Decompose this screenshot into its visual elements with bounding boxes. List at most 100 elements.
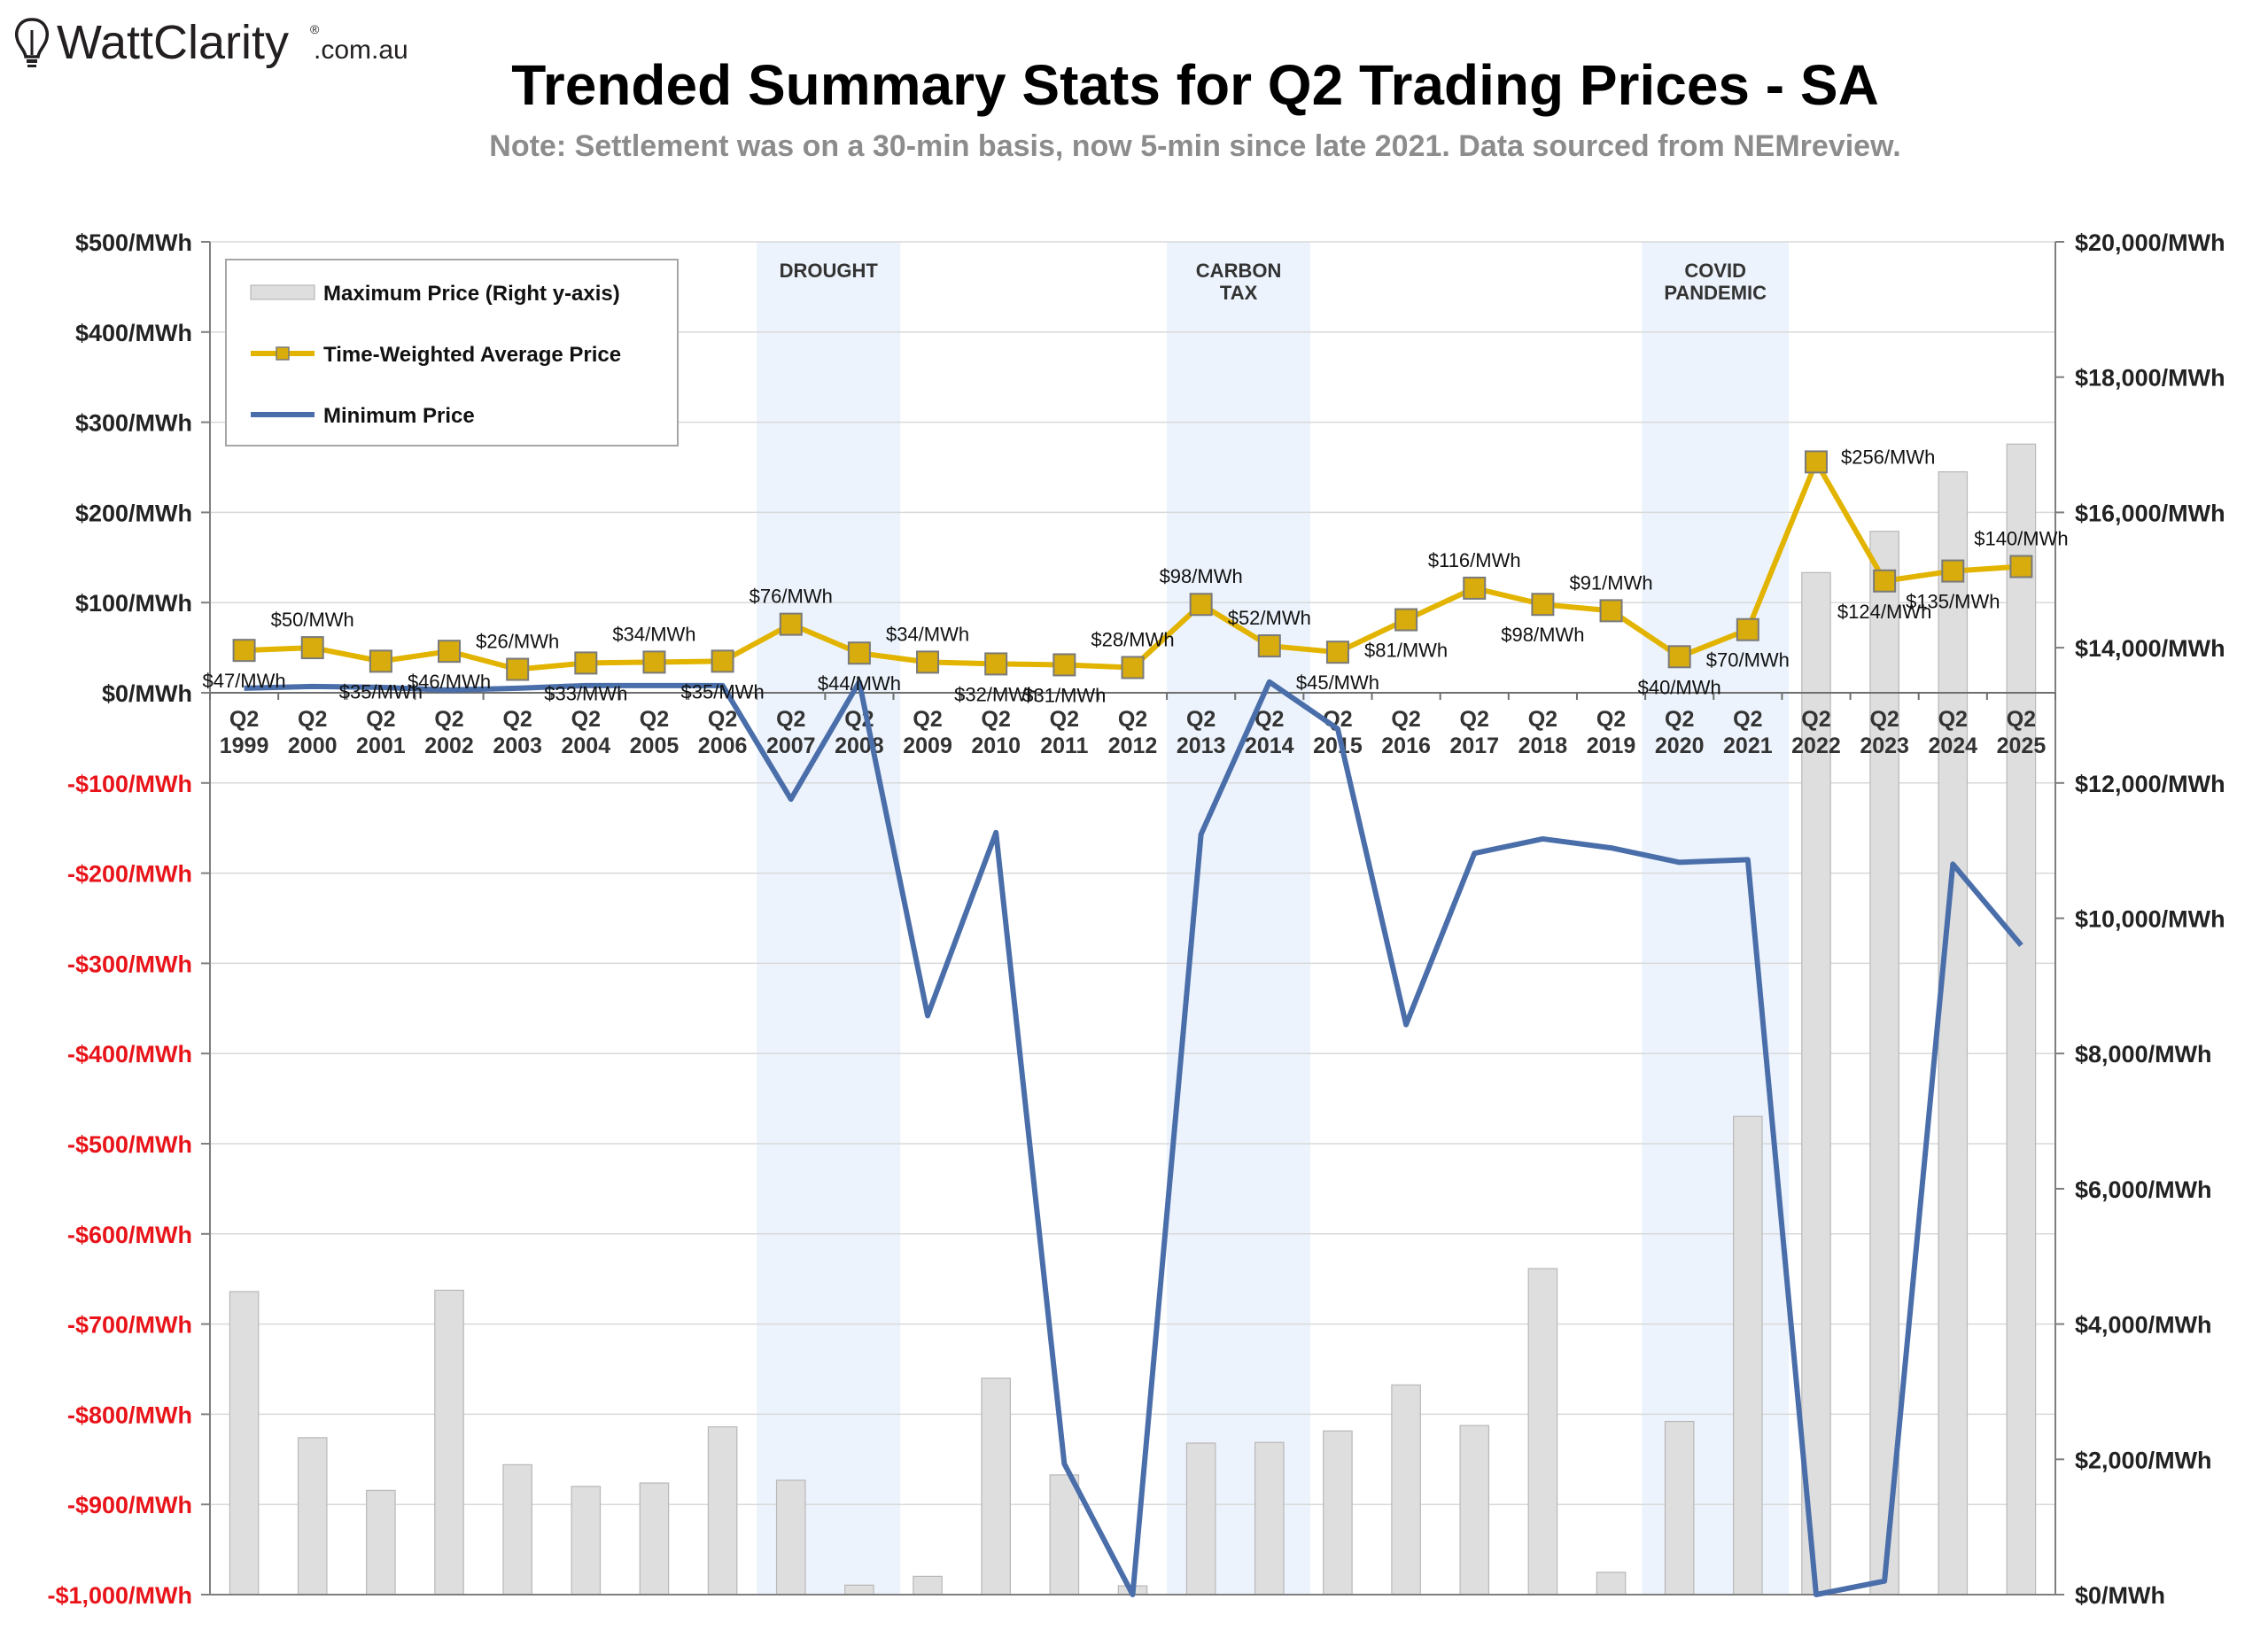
right-tick-label: $2,000/MWh xyxy=(2075,1447,2212,1473)
avg-price-marker xyxy=(1531,593,1555,617)
max-price-bar xyxy=(229,1291,260,1596)
avg-price-marker xyxy=(779,612,803,636)
category-label-line: 2010 xyxy=(971,734,1021,758)
avg-price-marker xyxy=(1189,593,1213,617)
category-label-line: Q2 xyxy=(434,707,463,732)
avg-price-data-label: $98/MWh xyxy=(1501,624,1584,646)
max-price-bar xyxy=(571,1486,602,1596)
right-tick-label: $16,000/MWh xyxy=(2075,500,2225,526)
avg-price-data-label: $34/MWh xyxy=(886,623,969,645)
avg-price-data-label: $46/MWh xyxy=(408,671,491,693)
right-tick-label: $10,000/MWh xyxy=(2075,906,2225,933)
category-label: Q2 2024 xyxy=(1928,707,1977,758)
shaded-period-label-line: COVID xyxy=(1684,260,1746,282)
avg-price-data-labels: $47/MWh$50/MWh$35/MWh$46/MWh$26/MWh$33/M… xyxy=(202,446,2068,706)
right-tick-label: $20,000/MWh xyxy=(2075,229,2225,256)
max-price-bar xyxy=(1733,1115,1763,1596)
category-label-line: Q2 xyxy=(913,707,942,732)
avg-price-marker xyxy=(642,650,666,674)
logo-registered-mark: ® xyxy=(310,22,320,36)
avg-price-marker xyxy=(916,650,940,674)
category-label-line: 2012 xyxy=(1108,734,1158,758)
category-label: Q2 2025 xyxy=(1997,707,2047,758)
left-tick-label: $200/MWh xyxy=(75,500,192,526)
avg-price-data-label: $32/MWh xyxy=(954,683,1037,705)
category-label: Q2 2002 xyxy=(424,707,474,758)
category-label-line: 2025 xyxy=(1997,734,2047,758)
category-label-line: 2007 xyxy=(766,734,816,758)
legend-label-max-price: Maximum Price (Right y-axis) xyxy=(323,282,620,306)
avg-price-marker xyxy=(2009,555,2033,578)
avg-price-marker xyxy=(438,640,462,664)
category-label-line: 2016 xyxy=(1381,734,1431,758)
max-price-bar xyxy=(1938,470,1969,1596)
category-label: Q2 2023 xyxy=(1860,707,1909,758)
max-price-bar xyxy=(1049,1474,1080,1596)
avg-price-marker xyxy=(506,657,530,681)
avg-price-marker xyxy=(847,641,871,665)
category-label-line: 2009 xyxy=(903,734,952,758)
min-price-polyline xyxy=(244,679,2023,1597)
category-label-line: Q2 xyxy=(1050,707,1079,732)
category-label-line: 2023 xyxy=(1860,734,1909,758)
category-label: Q2 2021 xyxy=(1723,707,1773,758)
left-tick-label: $300/MWh xyxy=(75,410,192,437)
category-label: Q2 2010 xyxy=(971,707,1021,758)
logo-name: WattClarity xyxy=(57,16,289,69)
category-label-line: Q2 xyxy=(1596,707,1626,732)
category-label-line: 2013 xyxy=(1177,734,1226,758)
max-price-bar xyxy=(1596,1572,1627,1596)
avg-price-data-label: $35/MWh xyxy=(681,680,765,703)
category-label: Q2 2008 xyxy=(835,707,884,758)
avg-price-marker xyxy=(984,652,1008,676)
left-axis-tick-labels: $500/MWh $400/MWh $300/MWh $200/MWh $100/MWh… xyxy=(47,229,192,1609)
category-label-line: Q2 xyxy=(1528,707,1557,732)
left-tick-label: $500/MWh xyxy=(75,229,192,256)
category-label: Q2 2009 xyxy=(903,707,952,758)
avg-price-data-label: $26/MWh xyxy=(476,631,559,653)
legend-label-min-price: Minimum Price xyxy=(323,404,475,428)
category-label-line: Q2 xyxy=(366,707,395,732)
category-label-line: 2005 xyxy=(630,734,680,758)
category-label-line: Q2 xyxy=(1665,707,1694,732)
max-price-bar xyxy=(1391,1384,1421,1596)
avg-price-marker xyxy=(1941,559,1965,583)
max-price-bar xyxy=(1869,531,1899,1596)
category-label: Q2 2017 xyxy=(1449,707,1499,758)
max-price-bar xyxy=(1664,1420,1695,1596)
category-label: Q2 2012 xyxy=(1108,707,1158,758)
legend-swatch-avg-marker xyxy=(276,346,290,361)
category-label-line: Q2 xyxy=(1869,707,1899,732)
max-price-bar xyxy=(913,1575,943,1596)
left-tick-label: -$600/MWh xyxy=(67,1222,192,1248)
category-label-line: Q2 xyxy=(298,707,327,732)
avg-price-data-label: $52/MWh xyxy=(1228,607,1311,629)
category-label: Q2 2022 xyxy=(1791,707,1841,758)
avg-price-data-label: $33/MWh xyxy=(544,682,627,704)
category-label: Q2 2001 xyxy=(356,707,406,758)
category-label-line: 2011 xyxy=(1040,734,1088,758)
max-price-bar xyxy=(844,1584,874,1596)
right-tick-label: $8,000/MWh xyxy=(2075,1041,2212,1068)
category-label: Q2 2000 xyxy=(288,707,338,758)
avg-price-marker xyxy=(1463,576,1487,600)
right-tick-label: $18,000/MWh xyxy=(2075,365,2225,392)
max-price-bar xyxy=(1185,1442,1216,1596)
left-tick-label: -$700/MWh xyxy=(67,1312,192,1339)
avg-price-data-label: $140/MWh xyxy=(1974,527,2068,549)
shaded-period-label-1: CARBON TAX xyxy=(1196,260,1282,304)
avg-price-marker xyxy=(1736,617,1759,641)
avg-price-data-label: $28/MWh xyxy=(1091,628,1174,650)
avg-price-data-label: $31/MWh xyxy=(1022,684,1106,706)
max-price-bar xyxy=(707,1426,738,1596)
shaded-period-label-line: DROUGHT xyxy=(780,260,879,282)
left-tick-label: -$900/MWh xyxy=(67,1492,192,1518)
left-tick-label: -$200/MWh xyxy=(67,861,192,888)
avg-price-data-label: $91/MWh xyxy=(1569,571,1652,594)
category-label-line: Q2 xyxy=(708,707,737,732)
max-price-bar xyxy=(1527,1268,1558,1596)
max-price-bar xyxy=(366,1489,396,1596)
category-label-line: Q2 xyxy=(982,707,1011,732)
avg-price-data-label: $76/MWh xyxy=(750,586,833,608)
